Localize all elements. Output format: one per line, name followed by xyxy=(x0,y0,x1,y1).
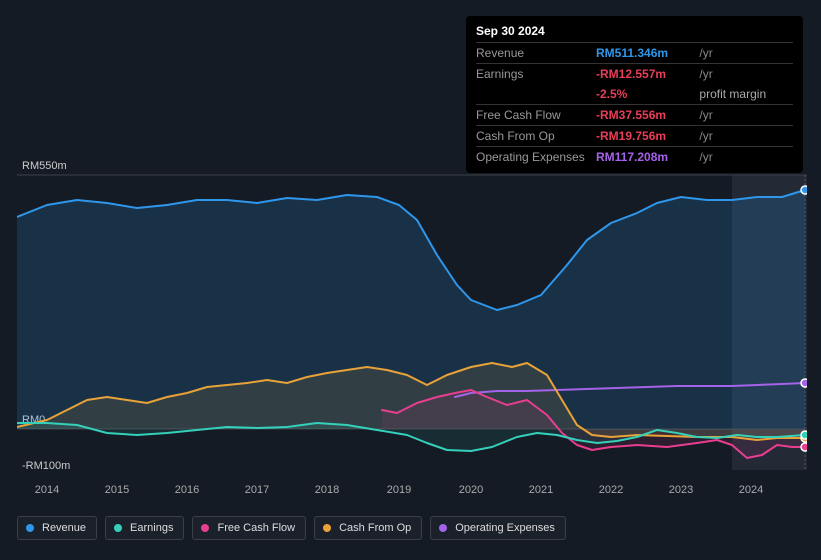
tooltip-table: RevenueRM511.346m/yr Earnings-RM12.557m/y… xyxy=(476,42,793,167)
legend-label: Cash From Op xyxy=(339,522,411,534)
tooltip-row-suffix: /yr xyxy=(695,105,793,126)
line-chart[interactable] xyxy=(17,160,807,480)
tooltip-row-value: -RM19.756m xyxy=(596,126,695,147)
tooltip-row-suffix: /yr xyxy=(695,126,793,147)
legend-label: Free Cash Flow xyxy=(217,522,295,534)
tooltip-row-extra: -2.5% xyxy=(596,84,695,105)
tooltip-date: Sep 30 2024 xyxy=(476,24,793,42)
x-axis-label: 2021 xyxy=(529,484,553,496)
tooltip-row-label: Cash From Op xyxy=(476,126,596,147)
tooltip-row-extra-suffix: profit margin xyxy=(695,84,793,105)
legend-item[interactable]: Cash From Op xyxy=(314,516,422,540)
tooltip-row-value: -RM37.556m xyxy=(596,105,695,126)
x-axis-label: 2024 xyxy=(739,484,763,496)
legend-label: Earnings xyxy=(130,522,173,534)
x-axis-label: 2017 xyxy=(245,484,269,496)
x-axis-label: 2018 xyxy=(315,484,339,496)
legend-label: Revenue xyxy=(42,522,86,534)
x-axis-label: 2023 xyxy=(669,484,693,496)
x-axis-label: 2016 xyxy=(175,484,199,496)
x-axis-label: 2015 xyxy=(105,484,129,496)
legend-item[interactable]: Operating Expenses xyxy=(430,516,566,540)
legend-dot-icon xyxy=(439,524,447,532)
tooltip-row-value: -RM12.557m xyxy=(596,64,695,85)
x-axis: 2014 2015 2016 2017 2018 2019 2020 2021 2022 2023… xyxy=(17,484,807,504)
x-axis-label: 2020 xyxy=(459,484,483,496)
tooltip-row-suffix: /yr xyxy=(695,64,793,85)
legend-dot-icon xyxy=(323,524,331,532)
x-axis-label: 2022 xyxy=(599,484,623,496)
tooltip-row-suffix: /yr xyxy=(695,43,793,64)
legend-dot-icon xyxy=(26,524,34,532)
legend-dot-icon xyxy=(114,524,122,532)
legend: Revenue Earnings Free Cash Flow Cash From O… xyxy=(17,516,566,540)
legend-item[interactable]: Free Cash Flow xyxy=(192,516,306,540)
x-axis-label: 2019 xyxy=(387,484,411,496)
tooltip-row-label: Earnings xyxy=(476,64,596,85)
x-axis-label: 2014 xyxy=(35,484,59,496)
tooltip-row-label: Revenue xyxy=(476,43,596,64)
tooltip-row-label: Free Cash Flow xyxy=(476,105,596,126)
legend-item[interactable]: Revenue xyxy=(17,516,97,540)
tooltip-row-value: RM511.346m xyxy=(596,43,695,64)
legend-item[interactable]: Earnings xyxy=(105,516,184,540)
legend-label: Operating Expenses xyxy=(455,522,555,534)
legend-dot-icon xyxy=(201,524,209,532)
chart-tooltip: Sep 30 2024 RevenueRM511.346m/yr Earnings… xyxy=(466,16,803,173)
